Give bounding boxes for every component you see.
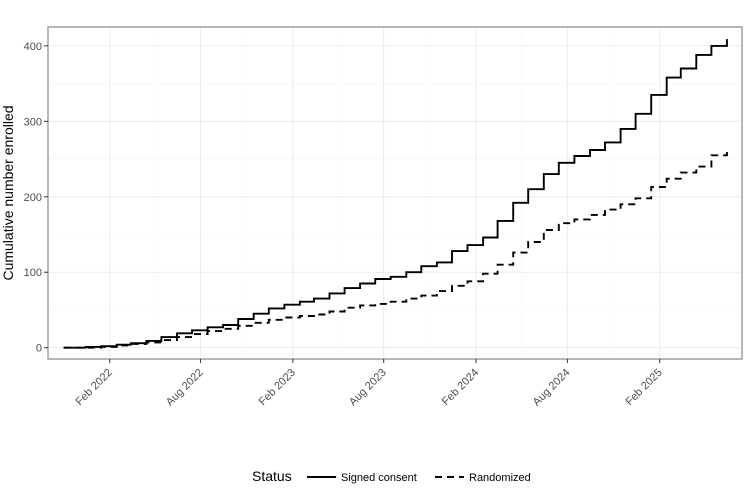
legend: Status Signed consent Randomized — [252, 468, 531, 484]
series-line-randomized — [63, 147, 728, 349]
minor-gridlines — [48, 27, 742, 359]
y-tick-label: 200 — [24, 192, 42, 204]
y-tick-label: 100 — [24, 267, 42, 279]
panel-border — [47, 26, 743, 360]
y-tick-label: 300 — [24, 116, 42, 128]
plot-panel — [47, 26, 743, 360]
y-tick-label: 400 — [24, 41, 42, 53]
panel-background — [48, 27, 742, 359]
series-layer — [63, 39, 728, 349]
legend-label: Randomized — [469, 472, 531, 484]
legend-title: Status — [252, 468, 292, 484]
y-axis: 0 100 200 300 400 — [24, 41, 48, 355]
legend-label: Signed consent — [341, 472, 417, 484]
legend-entries: Signed consent Randomized — [307, 472, 531, 484]
series-line-signed-consent — [63, 39, 728, 349]
y-tick-label: 0 — [36, 343, 42, 355]
y-axis-title: Cumulative number enrolled — [0, 105, 16, 280]
